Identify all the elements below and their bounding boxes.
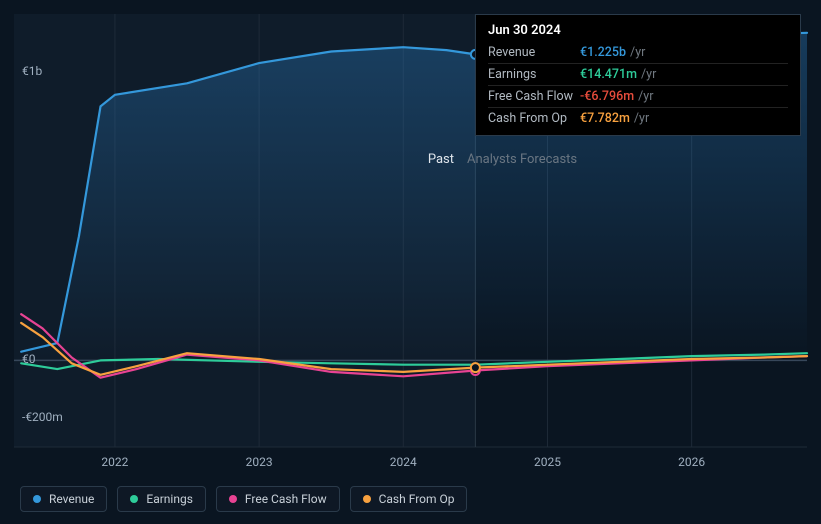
tooltip-value: -€6.796m	[580, 89, 634, 104]
tooltip-row: Free Cash Flow-€6.796m/yr	[488, 86, 788, 108]
revenue-dot-icon	[33, 495, 41, 503]
y-axis-label: €1b	[22, 64, 42, 78]
legend-item-cfo[interactable]: Cash From Op	[350, 486, 468, 512]
tooltip-label: Earnings	[488, 67, 580, 82]
legend-label: Free Cash Flow	[245, 492, 327, 506]
legend-label: Revenue	[49, 492, 94, 506]
tooltip-unit: /yr	[638, 89, 653, 104]
cfo-marker	[471, 363, 480, 372]
tooltip-date: Jun 30 2024	[488, 23, 788, 38]
tooltip-label: Cash From Op	[488, 111, 580, 126]
tooltip-label: Revenue	[488, 45, 580, 60]
legend-label: Cash From Op	[379, 492, 455, 506]
past-label: Past	[428, 152, 454, 167]
legend-item-fcf[interactable]: Free Cash Flow	[216, 486, 340, 512]
tooltip-value: €1.225b	[580, 45, 626, 60]
tooltip-unit: /yr	[641, 67, 656, 82]
tooltip-value: €14.471m	[580, 67, 637, 82]
x-axis-label: 2024	[390, 455, 417, 469]
x-axis-label: 2025	[534, 455, 561, 469]
legend-label: Earnings	[146, 492, 193, 506]
legend-item-earnings[interactable]: Earnings	[117, 486, 206, 512]
y-axis-label: -€200m	[22, 410, 63, 424]
tooltip-value: €7.782m	[580, 111, 630, 126]
tooltip-unit: /yr	[630, 45, 645, 60]
legend-item-revenue[interactable]: Revenue	[20, 486, 107, 512]
legend: Revenue Earnings Free Cash Flow Cash From O…	[20, 486, 467, 512]
x-axis-label: 2023	[246, 455, 273, 469]
financial-history-chart: Past Analysts Forecasts Jun 30 2024 Reve…	[0, 0, 821, 524]
cfo-dot-icon	[363, 495, 371, 503]
fcf-dot-icon	[229, 495, 237, 503]
x-axis-label: 2022	[101, 455, 128, 469]
hover-tooltip: Jun 30 2024 Revenue€1.225b/yrEarnings€14…	[475, 14, 801, 136]
tooltip-row: Earnings€14.471m/yr	[488, 64, 788, 86]
tooltip-unit: /yr	[634, 111, 649, 126]
x-axis-label: 2026	[678, 455, 705, 469]
tooltip-label: Free Cash Flow	[488, 89, 580, 104]
forecast-label: Analysts Forecasts	[467, 152, 577, 167]
tooltip-row: Cash From Op€7.782m/yr	[488, 108, 788, 129]
tooltip-row: Revenue€1.225b/yr	[488, 42, 788, 64]
y-axis-label: €0	[22, 352, 36, 366]
earnings-dot-icon	[130, 495, 138, 503]
